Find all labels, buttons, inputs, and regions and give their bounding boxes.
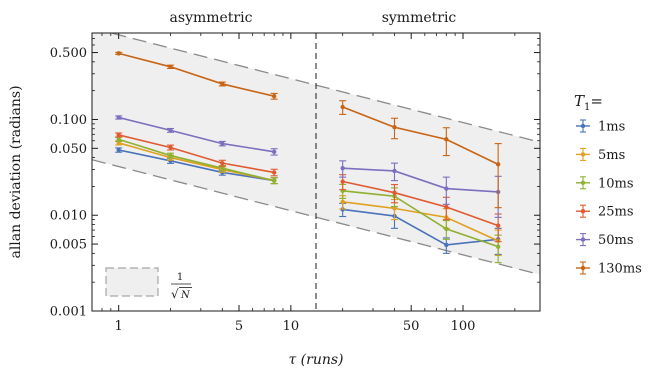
data-point bbox=[116, 51, 121, 56]
band-legend-numerator: 1 bbox=[177, 272, 183, 283]
x-tick-label: 50 bbox=[403, 319, 420, 334]
y-tick-label: 0.010 bbox=[50, 209, 87, 224]
data-point bbox=[116, 115, 121, 120]
data-point bbox=[116, 137, 121, 142]
axis-ticks: 0.001 0.005 0.010 0.050 0.100 0.500 1 5 10 50 100 bbox=[50, 32, 540, 334]
data-point bbox=[116, 147, 121, 153]
data-point bbox=[220, 160, 225, 166]
x-tick-label: 100 bbox=[451, 319, 476, 334]
legend-marker bbox=[580, 209, 586, 214]
x-tick-label: 5 bbox=[235, 319, 243, 334]
data-point bbox=[271, 94, 277, 99]
data-point bbox=[495, 162, 501, 167]
series-line bbox=[118, 138, 275, 182]
y-tick-label: 0.100 bbox=[50, 113, 87, 128]
data-point bbox=[444, 137, 449, 142]
data-point bbox=[340, 179, 345, 184]
data-point bbox=[340, 165, 345, 171]
legend-label: 1ms bbox=[598, 120, 625, 135]
legend-label: 10ms bbox=[598, 176, 634, 191]
data-point bbox=[116, 132, 121, 138]
region-label-asymmetric: asymmetric bbox=[170, 10, 253, 26]
series-layer bbox=[115, 51, 502, 264]
legend-title-subscript: 1 bbox=[584, 102, 590, 113]
data-point bbox=[220, 141, 225, 146]
series-10ms bbox=[115, 136, 502, 264]
legend-item-50ms: 50ms bbox=[576, 233, 634, 248]
data-point bbox=[168, 128, 173, 133]
band-legend-radicand: N bbox=[180, 290, 191, 301]
data-point bbox=[444, 242, 449, 248]
y-tick-label: 0.005 bbox=[50, 238, 87, 253]
plot-frame bbox=[91, 32, 541, 312]
data-point bbox=[220, 81, 225, 87]
legend: T1= 1ms 5ms 10ms 25ms 50ms 130ms bbox=[574, 92, 642, 277]
data-point bbox=[444, 226, 449, 232]
data-point bbox=[392, 168, 397, 174]
band-legend-swatch bbox=[105, 267, 159, 297]
region-label-symmetric: symmetric bbox=[382, 10, 457, 26]
legend-item-1ms: 1ms bbox=[576, 119, 625, 135]
y-axis-label: allan deviation (radians) bbox=[8, 85, 24, 258]
data-point bbox=[168, 153, 173, 158]
legend-label: 50ms bbox=[598, 233, 634, 248]
data-point bbox=[392, 206, 397, 211]
data-point bbox=[444, 186, 449, 191]
y-tick-label: 0.500 bbox=[50, 46, 87, 61]
data-point bbox=[168, 64, 173, 69]
legend-marker bbox=[580, 123, 586, 129]
legend-marker bbox=[580, 265, 586, 271]
y-tick-label: 0.001 bbox=[50, 305, 87, 320]
series-line bbox=[342, 208, 499, 246]
legend-items: 1ms 5ms 10ms 25ms 50ms 130ms bbox=[576, 119, 642, 277]
data-point bbox=[271, 178, 277, 183]
series-line bbox=[342, 167, 499, 193]
data-point bbox=[220, 165, 225, 171]
data-point bbox=[340, 199, 345, 205]
data-point bbox=[392, 125, 397, 130]
series-130ms bbox=[115, 51, 502, 209]
legend-item-10ms: 10ms bbox=[576, 176, 634, 191]
legend-item-130ms: 130ms bbox=[576, 261, 642, 277]
series-line bbox=[118, 149, 275, 182]
series-25ms bbox=[115, 132, 502, 243]
data-point bbox=[444, 204, 449, 210]
series-line bbox=[342, 180, 499, 227]
x-axis-label: τ (runs) bbox=[288, 352, 343, 368]
series-line bbox=[342, 189, 499, 248]
legend-title-main: T bbox=[574, 92, 585, 110]
legend-label: 5ms bbox=[598, 148, 625, 163]
x-tick-label: 10 bbox=[283, 319, 300, 334]
series-line bbox=[342, 106, 499, 166]
band-legend: 1 √ N bbox=[105, 267, 192, 301]
data-point bbox=[340, 104, 345, 110]
data-point bbox=[168, 145, 173, 150]
x-tick-label: 1 bbox=[115, 319, 123, 334]
series-line bbox=[118, 134, 275, 174]
data-point bbox=[271, 170, 277, 175]
legend-label: 25ms bbox=[598, 205, 634, 220]
data-point bbox=[495, 223, 501, 228]
legend-marker bbox=[580, 152, 586, 157]
data-point bbox=[495, 244, 501, 249]
series-line bbox=[118, 52, 275, 97]
legend-marker bbox=[580, 180, 586, 185]
data-point bbox=[392, 190, 397, 195]
legend-title: T1= bbox=[574, 92, 603, 113]
data-point bbox=[271, 149, 277, 154]
legend-title-suffix: = bbox=[590, 92, 603, 110]
legend-label: 130ms bbox=[598, 262, 642, 277]
band-legend-radical-sign: √ bbox=[171, 287, 179, 301]
legend-item-5ms: 5ms bbox=[576, 147, 625, 163]
legend-item-25ms: 25ms bbox=[576, 204, 634, 220]
legend-marker bbox=[580, 237, 586, 242]
series-line bbox=[118, 116, 275, 153]
y-tick-label: 0.050 bbox=[50, 142, 87, 157]
